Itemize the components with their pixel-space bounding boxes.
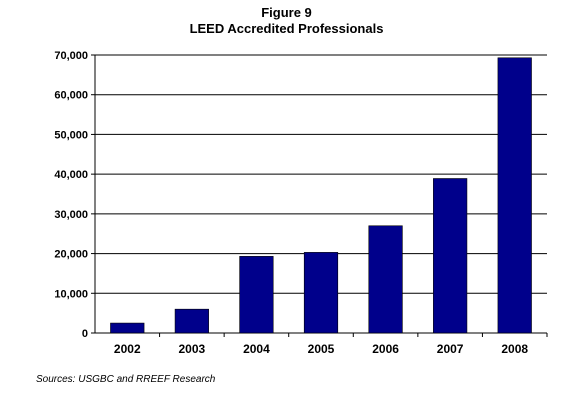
y-tick-label: 60,000 [54,90,88,102]
source-note: Sources: USGBC and RREEF Research [36,374,216,385]
x-tick-label: 2002 [114,342,141,356]
bar [368,225,403,334]
x-tick-label: 2007 [437,342,464,356]
bar [433,178,468,334]
x-tick-label: 2006 [372,342,399,356]
bar [497,57,532,334]
x-tick-label: 2008 [501,342,528,356]
chart-title: Figure 9 [261,5,312,20]
y-tick-label: 10,000 [54,288,88,300]
x-tick-label: 2004 [243,342,270,356]
y-tick-label: 20,000 [54,249,88,261]
x-tick-label: 2003 [179,342,206,356]
chart-subtitle: LEED Accredited Professionals [189,21,384,36]
bar [174,308,209,334]
y-tick-label: 0 [82,328,88,340]
y-tick-label: 40,000 [54,169,88,181]
x-tick-label: 2005 [308,342,335,356]
bar [303,252,339,334]
y-tick-label: 30,000 [54,209,88,221]
y-tick-label: 50,000 [54,129,88,141]
bar [110,322,145,334]
bar [239,256,274,334]
y-tick-label: 70,000 [54,50,88,62]
